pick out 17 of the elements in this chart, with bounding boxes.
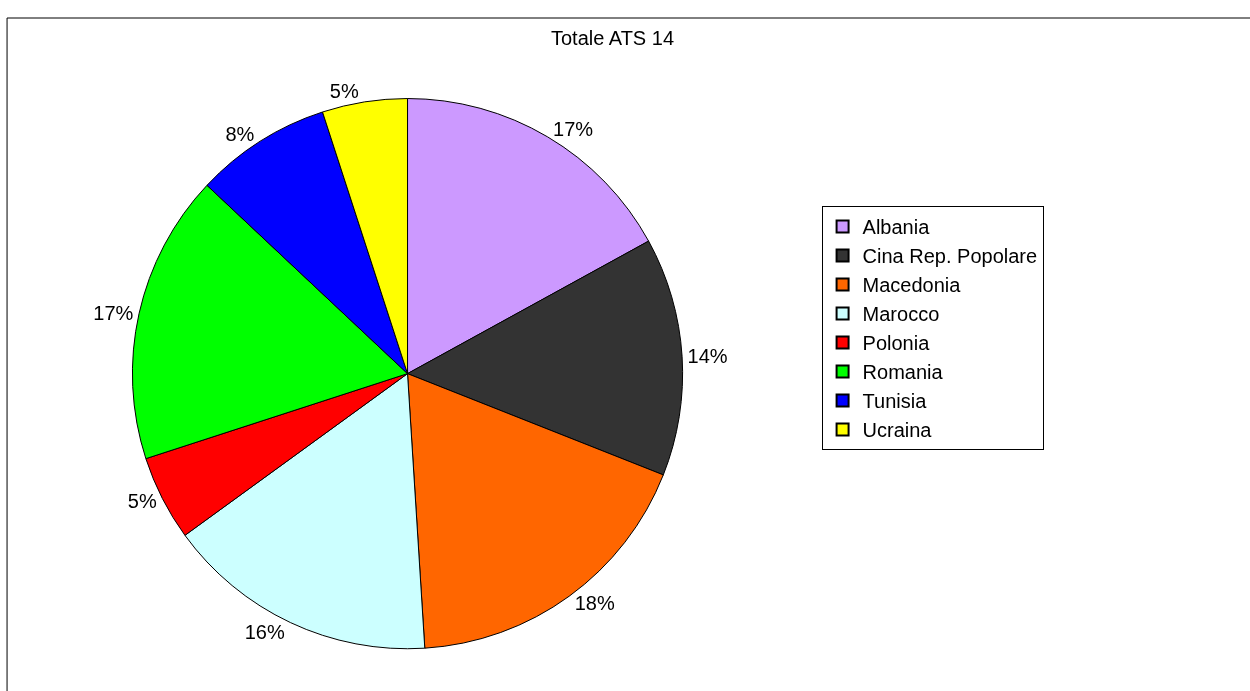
legend-label: Macedonia (862, 274, 962, 297)
legend-label: Ucraina (862, 419, 933, 442)
legend-label: Romania (862, 361, 944, 384)
data-label: 14% (687, 345, 728, 368)
data-label: 5% (329, 80, 359, 103)
legend-label: Cina Rep. Popolare (862, 245, 1038, 268)
legend-label: Tunisia (862, 390, 928, 413)
chart-title: Totale ATS 14 (550, 27, 675, 50)
legend-label: Albania (862, 216, 931, 239)
data-label: 17% (553, 117, 594, 140)
legend-label: Polonia (862, 332, 931, 355)
data-label: 5% (127, 489, 157, 512)
data-label: 16% (244, 620, 285, 643)
legend-label: Marocco (862, 303, 940, 326)
data-label: 17% (93, 302, 134, 325)
data-label: 8% (225, 122, 255, 145)
data-label: 18% (574, 592, 615, 615)
